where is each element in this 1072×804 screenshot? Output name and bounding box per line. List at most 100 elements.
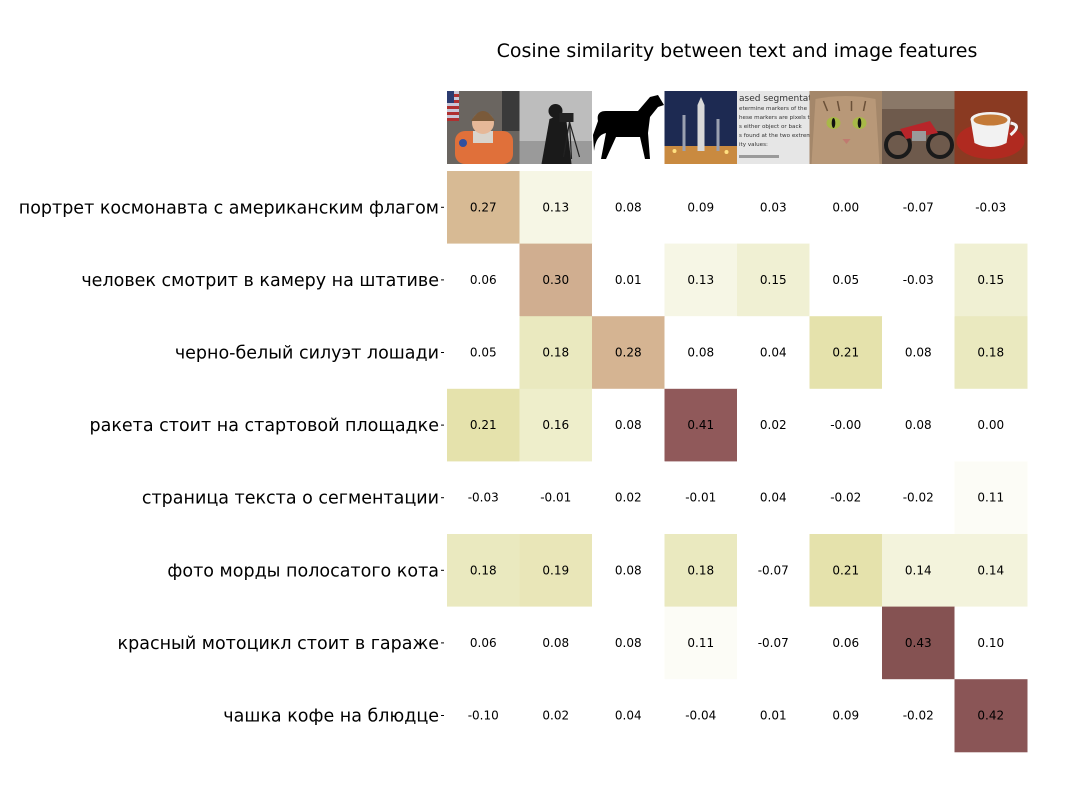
- cell-value-label: 0.08: [905, 418, 932, 432]
- cell-value-label: 0.41: [687, 418, 714, 432]
- coffee-cup-photo: [954, 91, 1028, 164]
- heatmap-cell: [954, 316, 1028, 390]
- cell-value-label: -0.03: [468, 491, 499, 505]
- heatmap-cell: [664, 679, 738, 753]
- cell-value-label: 0.00: [977, 418, 1004, 432]
- cell-value-label: 0.09: [832, 709, 859, 723]
- heatmap-cell: [809, 388, 883, 462]
- cell-value-label: 0.08: [615, 636, 642, 650]
- image-thumbnail-row: ased segmentatio etermine markers of the h…: [447, 91, 1028, 164]
- page-text-line: ased segmentatio: [739, 94, 820, 104]
- heatmap-cell: [592, 679, 665, 753]
- cell-value-label: 0.14: [905, 563, 932, 577]
- cell-value-label: -0.00: [830, 418, 861, 432]
- row-label: ракета стоит на стартовой площадке: [89, 416, 439, 436]
- astronaut-photo: [447, 91, 520, 164]
- heatmap-cell: [882, 388, 955, 462]
- heatmap-cell: [592, 243, 665, 317]
- cell-value-label: -0.07: [758, 636, 789, 650]
- heatmap-cell: [809, 461, 883, 535]
- cell-value-label: 0.06: [832, 636, 859, 650]
- heatmap-cell: [447, 534, 520, 608]
- cell-value-label: -0.10: [468, 709, 499, 723]
- heatmap-cell: [954, 388, 1028, 462]
- heatmap-cell: [954, 461, 1028, 535]
- cell-value-label: 0.05: [470, 346, 497, 360]
- cell-value-label: 0.21: [470, 418, 497, 432]
- cell-value-label: 0.13: [542, 200, 569, 214]
- heatmap-cell: [447, 316, 520, 390]
- heatmap-cell: [447, 388, 520, 462]
- heatmap-cell: [592, 316, 665, 390]
- heatmap-cell: [664, 171, 738, 245]
- page-text-line: hese markers are pixels th: [739, 115, 814, 121]
- heatmap-cell: [737, 606, 810, 680]
- heatmap-cell: [809, 606, 883, 680]
- cell-value-label: 0.09: [687, 200, 714, 214]
- heatmap-cell: [954, 534, 1028, 608]
- text-page-photo: ased segmentatio etermine markers of the h…: [737, 91, 820, 164]
- heatmap-cell: [664, 461, 738, 535]
- heatmap-cell: [737, 461, 810, 535]
- cell-value-label: 0.04: [760, 346, 787, 360]
- heatmap-cell: [447, 461, 520, 535]
- cell-value-label: 0.14: [977, 563, 1004, 577]
- heatmap-cell: [519, 243, 593, 317]
- heatmap-cell: [737, 534, 810, 608]
- cell-value-label: -0.02: [903, 491, 934, 505]
- heatmap-cells: 0.27 0.13 0.08 0.09 0.03 0.00 -0.07 -0.03 0.06 0.…: [447, 171, 1028, 753]
- cell-value-label: 0.18: [542, 346, 569, 360]
- cell-value-label: 0.02: [542, 709, 569, 723]
- row-label: человек смотрит в камеру на штативе: [81, 271, 439, 291]
- cell-value-label: 0.28: [615, 346, 642, 360]
- heatmap-cell: [592, 461, 665, 535]
- cell-value-label: -0.01: [685, 491, 716, 505]
- heatmap-cell: [809, 171, 883, 245]
- heatmap-cell: [882, 679, 955, 753]
- cell-value-label: 0.42: [977, 709, 1004, 723]
- heatmap-cell: [519, 171, 593, 245]
- cell-value-label: 0.05: [832, 273, 859, 287]
- heatmap-cell: [447, 679, 520, 753]
- cell-value-label: 0.08: [687, 346, 714, 360]
- cell-value-label: 0.19: [542, 563, 569, 577]
- cell-value-label: -0.03: [975, 200, 1006, 214]
- cell-value-label: 0.08: [615, 418, 642, 432]
- cell-value-label: 0.43: [905, 636, 932, 650]
- heatmap-cell: [737, 171, 810, 245]
- page-text-line: etermine markers of the: [739, 106, 808, 112]
- cell-value-label: 0.08: [615, 563, 642, 577]
- heatmap-cell: [592, 171, 665, 245]
- cell-value-label: 0.18: [977, 346, 1004, 360]
- heatmap-cell: [447, 243, 520, 317]
- heatmap-cell: [954, 243, 1028, 317]
- cell-value-label: 0.11: [687, 636, 714, 650]
- heatmap-cell: [809, 534, 883, 608]
- heatmap-cell: [809, 243, 883, 317]
- cell-value-label: 0.15: [977, 273, 1004, 287]
- cell-value-label: 0.03: [760, 200, 787, 214]
- heatmap-cell: [809, 316, 883, 390]
- cell-value-label: 0.08: [615, 200, 642, 214]
- cell-value-label: 0.30: [542, 273, 569, 287]
- cell-value-label: 0.18: [687, 563, 714, 577]
- heatmap-cell: [592, 606, 665, 680]
- page-text-line: s either object or back: [739, 124, 803, 130]
- cell-value-label: 0.08: [542, 636, 569, 650]
- heatmap-cell: [954, 679, 1028, 753]
- chart-title: Cosine similarity between text and image…: [497, 40, 978, 62]
- heatmap-cell: [519, 534, 593, 608]
- cell-value-label: 0.10: [977, 636, 1004, 650]
- cell-value-label: 0.15: [760, 273, 787, 287]
- row-label: красный мотоцикл стоит в гараже: [118, 634, 439, 654]
- heatmap-cell: [882, 316, 955, 390]
- heatmap-cell: [447, 606, 520, 680]
- heatmap-cell: [954, 171, 1028, 245]
- heatmap-cell: [592, 388, 665, 462]
- heatmap-cell: [882, 534, 955, 608]
- heatmap-cell: [882, 243, 955, 317]
- cat-photo: [809, 91, 883, 164]
- row-labels: портрет космонавта с американским флагом…: [19, 198, 444, 727]
- row-label: портрет космонавта с американским флагом: [19, 198, 439, 218]
